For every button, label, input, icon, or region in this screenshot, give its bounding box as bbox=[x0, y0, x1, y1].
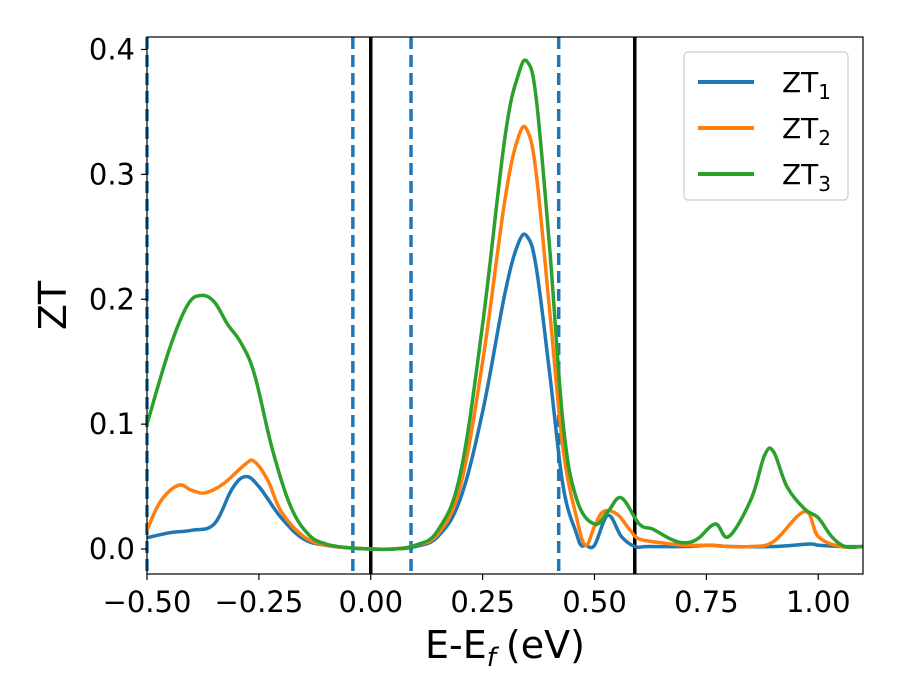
y-tick-label: 0.3 bbox=[89, 157, 135, 191]
legend-label-zt2: ZT2 bbox=[782, 112, 831, 150]
series-line-zt2 bbox=[147, 124, 863, 552]
legend-box bbox=[683, 51, 849, 201]
x-tick-label: −0.25 bbox=[214, 585, 303, 619]
x-axis-label: E-Ef (eV) bbox=[425, 623, 585, 673]
x-axis-label-unit: (eV) bbox=[506, 623, 585, 667]
plot-frame bbox=[146, 36, 864, 575]
x-tick-label: 0.25 bbox=[450, 585, 515, 619]
legend: ZT1 ZT2 ZT3 bbox=[683, 51, 849, 201]
x-axis-label-subscript: f bbox=[487, 643, 500, 673]
series-lines bbox=[147, 58, 863, 552]
legend-label-zt1: ZT1 bbox=[782, 66, 831, 104]
y-tick-label: 0.0 bbox=[89, 532, 135, 566]
legend-label-zt3: ZT3 bbox=[782, 158, 831, 196]
y-tick-label: 0.2 bbox=[89, 282, 135, 316]
y-tick-label: 0.1 bbox=[89, 407, 135, 441]
y-tick-label: 0.4 bbox=[89, 32, 135, 66]
x-tick-label: −0.50 bbox=[103, 585, 192, 619]
x-tick-label: 0.00 bbox=[338, 585, 403, 619]
x-tick-label: 0.75 bbox=[674, 585, 739, 619]
vertical-reference-lines bbox=[145, 37, 637, 574]
series-line-zt1 bbox=[147, 232, 863, 552]
y-axis-ticks: 0.0 0.1 0.2 0.3 0.4 bbox=[89, 32, 147, 566]
series-line-zt3 bbox=[147, 58, 863, 552]
x-tick-label: 0.50 bbox=[562, 585, 627, 619]
x-tick-label: 1.00 bbox=[786, 585, 851, 619]
x-axis-ticks: −0.50 −0.25 0.00 0.25 0.50 0.75 1.00 bbox=[103, 574, 851, 619]
y-axis-label: ZT bbox=[31, 280, 75, 330]
x-axis-label-main: E-E bbox=[425, 623, 487, 667]
